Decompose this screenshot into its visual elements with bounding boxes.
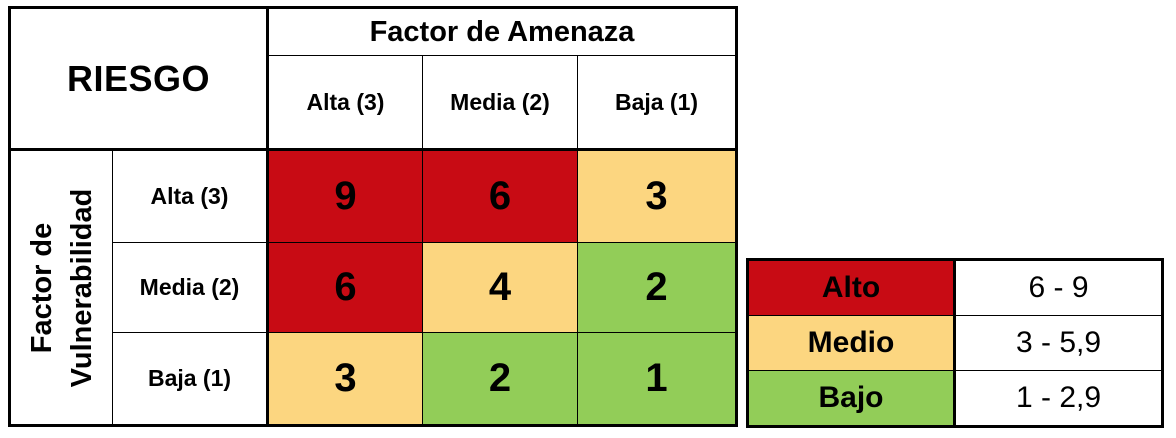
column-header-high: Alta (3) (267, 55, 423, 151)
legend-range-high: 6 - 9 (954, 259, 1163, 316)
row-header-low: Baja (1) (112, 332, 269, 426)
risk-cell: 2 (422, 332, 578, 426)
risk-cell: 3 (577, 149, 737, 243)
legend-row-medium: Medio 3 - 5,9 (747, 315, 1163, 371)
vulnerability-axis-label: Factor de Vulnerabilidad (9, 149, 113, 426)
risk-cell: 9 (267, 149, 423, 243)
row-header-high: Alta (3) (112, 149, 269, 243)
threat-axis-label: Factor de Amenaza (267, 7, 737, 56)
row-header-medium: Media (2) (112, 241, 269, 334)
matrix-title: RIESGO (9, 7, 269, 151)
legend-range-medium: 3 - 5,9 (954, 315, 1163, 371)
column-header-medium: Media (2) (422, 55, 578, 151)
risk-cell: 6 (422, 149, 578, 243)
legend-label-high: Alto (747, 259, 956, 316)
legend-row-high: Alto 6 - 9 (747, 259, 1163, 316)
risk-cell: 6 (267, 241, 423, 334)
vulnerability-axis-label-line2: Vulnerabilidad (65, 188, 98, 387)
risk-cell: 2 (577, 241, 737, 334)
risk-cell: 3 (267, 332, 423, 426)
risk-legend: Alto 6 - 9 Medio 3 - 5,9 Bajo 1 - 2,9 (746, 258, 1164, 428)
risk-matrix: RIESGO Factor de Amenaza Alta (3) Media … (8, 6, 738, 427)
legend-label-medium: Medio (747, 315, 956, 371)
vulnerability-axis-label-line1: Factor de (25, 222, 58, 353)
column-header-low: Baja (1) (577, 55, 737, 151)
legend-row-low: Bajo 1 - 2,9 (747, 370, 1163, 427)
legend-label-low: Bajo (747, 370, 956, 427)
legend-range-low: 1 - 2,9 (954, 370, 1163, 427)
risk-cell: 4 (422, 241, 578, 334)
risk-cell: 1 (577, 332, 737, 426)
